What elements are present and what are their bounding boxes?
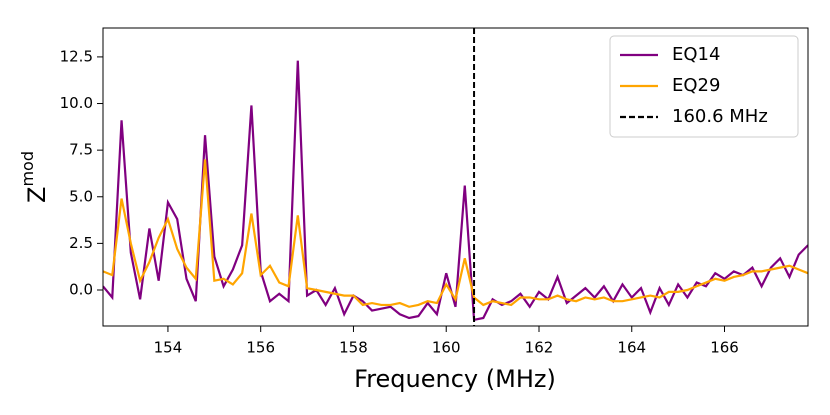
x-tick-label: 156 xyxy=(246,339,275,357)
legend-label: 160.6 MHz xyxy=(672,106,768,127)
y-tick-label: 5.0 xyxy=(69,187,93,205)
x-tick-label: 164 xyxy=(617,339,646,357)
plot-frame xyxy=(102,27,809,327)
x-tick-label: 162 xyxy=(525,339,554,357)
legend-label: EQ14 xyxy=(672,44,720,65)
legend-box xyxy=(609,35,799,138)
y-tick-label: 0.0 xyxy=(69,281,93,299)
x-tick-label: 158 xyxy=(339,339,368,357)
y-axis-label-group: Zmod xyxy=(18,151,52,203)
series-line xyxy=(103,159,808,308)
y-axis-label-sup: mod xyxy=(18,151,37,187)
y-axis-label-base: Z xyxy=(23,187,51,203)
x-tick-label: 154 xyxy=(154,339,183,357)
y-tick-label: 12.5 xyxy=(60,47,93,65)
y-tick-label: 2.5 xyxy=(69,234,93,252)
series-line xyxy=(103,60,808,322)
y-tick-label: 7.5 xyxy=(69,141,93,159)
y-axis-label: Zmod xyxy=(18,151,52,203)
x-axis-label: Frequency (MHz) xyxy=(354,365,556,393)
y-tick-label: 10.0 xyxy=(60,94,93,112)
x-tick-label: 160 xyxy=(432,339,461,357)
legend-label: EQ29 xyxy=(672,75,720,96)
x-tick-label: 166 xyxy=(710,339,739,357)
